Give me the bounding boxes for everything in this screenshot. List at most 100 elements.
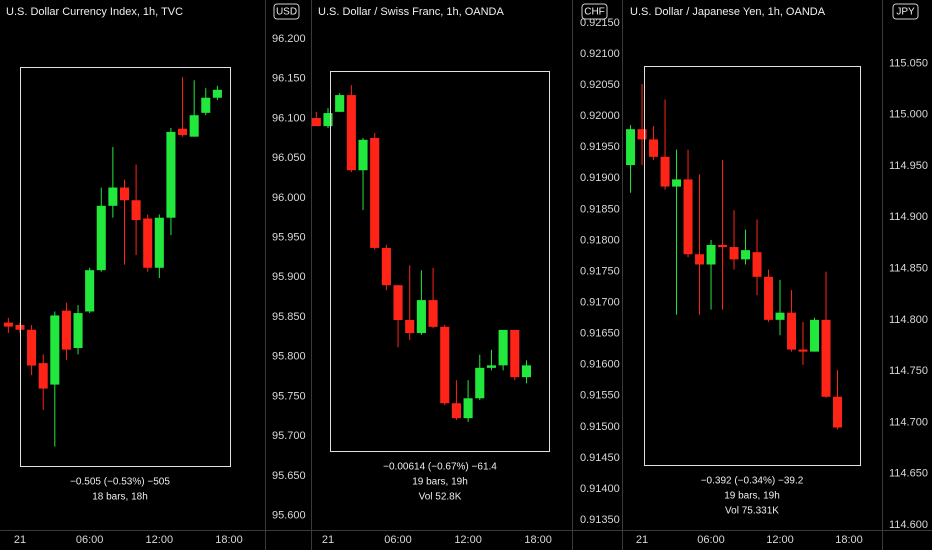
- x-tick-label: 21: [322, 534, 334, 546]
- candle-body: [96, 205, 106, 271]
- candle-body: [61, 310, 71, 350]
- candle-body: [729, 247, 739, 260]
- y-tick-label: 0.91650: [580, 328, 620, 340]
- x-tick-label: 21: [636, 534, 648, 546]
- y-tick-label: 0.91800: [580, 234, 620, 246]
- x-tick-label: 21: [14, 534, 26, 546]
- currency-tag-box: [581, 3, 608, 20]
- candle-body: [346, 95, 356, 171]
- candle-body: [718, 245, 728, 248]
- candle-body: [660, 156, 670, 187]
- x-tick-label: 12:00: [146, 534, 174, 546]
- x-tick-label: 18:00: [215, 534, 243, 546]
- x-tick-label: 12:00: [766, 534, 794, 546]
- x-tick-label: 06:00: [76, 534, 104, 546]
- candle-body: [521, 365, 532, 378]
- candle-body: [323, 113, 333, 127]
- x-tick-label: 06:00: [384, 534, 412, 546]
- candle-body: [85, 270, 95, 312]
- y-tick-label: 114.600: [889, 519, 928, 531]
- y-tick-label: 0.91550: [580, 390, 620, 402]
- candle-body: [381, 247, 391, 286]
- candle-body: [787, 312, 796, 350]
- measure-label: −0.505 (−0.53%) −505: [70, 477, 170, 488]
- y-tick-label: 95.800: [272, 351, 306, 363]
- candle-body: [178, 128, 188, 136]
- y-tick-label: 114.800: [889, 314, 928, 326]
- measure-label: Vol 52.8K: [419, 492, 462, 503]
- measure-label: 19 bars, 19h: [724, 491, 780, 502]
- candle-body: [3, 322, 13, 327]
- candle-body: [393, 285, 403, 320]
- candle-body: [154, 217, 164, 268]
- measure-label: 19 bars, 19h: [412, 477, 468, 488]
- candle-body: [798, 349, 808, 352]
- x-tick-label: 06:00: [697, 534, 725, 546]
- candle-body: [38, 363, 48, 389]
- y-tick-label: 0.91700: [580, 296, 620, 308]
- chart-title: U.S. Dollar Currency Index, 1h, TVC: [6, 6, 183, 18]
- candle-body: [370, 137, 380, 248]
- candle-body: [683, 179, 693, 255]
- candle-body: [672, 179, 682, 187]
- y-tick-label: 0.91600: [580, 359, 620, 371]
- measure-box: [20, 67, 231, 467]
- candle-body: [166, 131, 176, 218]
- currency-tag: CHF: [584, 7, 605, 18]
- currency-tag: USD: [276, 7, 297, 18]
- candle-body: [189, 115, 199, 137]
- y-tick-label: 95.750: [272, 390, 306, 402]
- y-tick-label: 96.100: [272, 112, 306, 124]
- measure-label: −0.392 (−0.34%) −39.2: [701, 476, 804, 487]
- y-tick-label: 0.91850: [580, 203, 620, 215]
- y-tick-label: 115.000: [889, 109, 928, 121]
- y-tick-label: 0.91450: [580, 452, 620, 464]
- candle-body: [15, 324, 25, 330]
- candle-body: [626, 129, 636, 166]
- y-tick-label: 0.91350: [580, 514, 620, 526]
- candle-body: [131, 200, 141, 221]
- x-tick-label: 12:00: [454, 534, 482, 546]
- y-tick-label: 115.050: [889, 57, 928, 69]
- candle-body: [440, 326, 450, 404]
- y-tick-label: 96.200: [272, 33, 306, 45]
- candle-body: [428, 300, 438, 327]
- chart-title: U.S. Dollar / Japanese Yen, 1h, OANDA: [630, 6, 826, 18]
- candle-body: [335, 95, 345, 112]
- y-tick-label: 0.92000: [580, 110, 620, 122]
- y-tick-label: 114.650: [889, 468, 928, 480]
- y-tick-label: 95.950: [272, 231, 306, 243]
- candle-body: [810, 319, 819, 352]
- candle-body: [764, 276, 774, 320]
- measure-box: [644, 66, 861, 466]
- y-tick-label: 0.91950: [580, 141, 620, 153]
- candle-body: [358, 139, 368, 171]
- candle-body: [201, 97, 211, 113]
- y-tick-label: 114.700: [889, 416, 928, 428]
- candle-body: [27, 329, 37, 366]
- y-tick-label: 114.750: [889, 365, 928, 377]
- measure-box: [330, 71, 550, 452]
- candle-body: [143, 218, 153, 268]
- chart-title: U.S. Dollar / Swiss Franc, 1h, OANDA: [318, 6, 504, 18]
- candle-body: [212, 89, 222, 98]
- candle-body: [741, 250, 751, 260]
- y-tick-label: 95.650: [272, 470, 306, 482]
- candle-body: [486, 365, 496, 368]
- currency-tag-box: [892, 3, 919, 20]
- candle-body: [706, 245, 716, 265]
- y-tick-label: 95.900: [272, 271, 306, 283]
- candle-body: [416, 300, 426, 334]
- x-tick-label: 18:00: [524, 534, 552, 546]
- measure-label: −0.00614 (−0.67%) −61.4: [383, 462, 497, 473]
- candle-body: [50, 315, 60, 385]
- candle-body: [405, 319, 415, 334]
- y-tick-label: 114.950: [889, 160, 928, 172]
- candle-body: [463, 398, 473, 419]
- candle-body: [119, 187, 130, 201]
- y-tick-label: 114.850: [889, 262, 928, 274]
- measure-label: Vol 75.331K: [725, 506, 779, 517]
- y-tick-label: 96.050: [272, 152, 306, 164]
